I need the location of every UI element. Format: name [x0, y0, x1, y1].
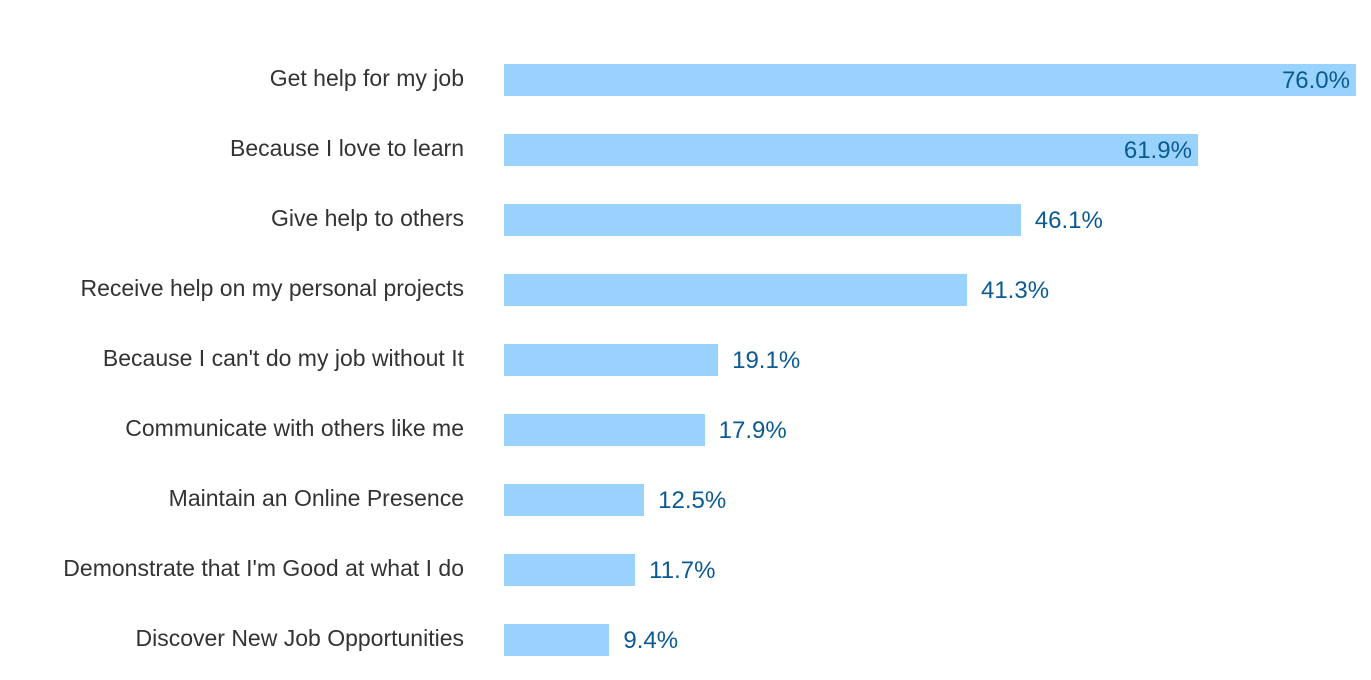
bar	[504, 624, 610, 656]
bar	[504, 344, 719, 376]
bar	[504, 134, 1198, 166]
category-label: Receive help on my personal projects	[80, 275, 464, 301]
bar	[504, 414, 705, 446]
category-label: Demonstrate that I'm Good at what I do	[63, 555, 464, 581]
value-label: 17.9%	[718, 417, 787, 444]
category-label: Communicate with others like me	[125, 415, 464, 441]
value-label: 41.3%	[980, 277, 1050, 304]
value-label: 9.4%	[623, 627, 679, 654]
bar	[504, 554, 636, 586]
category-label: Give help to others	[270, 205, 464, 231]
value-label: 12.5%	[658, 487, 727, 514]
value-label: 61.9%	[1123, 137, 1192, 164]
bar	[504, 64, 1356, 96]
bar	[504, 484, 645, 516]
value-label: 19.1%	[732, 347, 801, 374]
value-label: 76.0%	[1281, 67, 1350, 94]
category-label: Discover New Job Opportunities	[135, 625, 464, 651]
category-label: Because I can't do my job without It	[102, 345, 464, 371]
value-label: 11.7%	[649, 557, 716, 584]
category-label: Because I love to learn	[230, 135, 464, 161]
category-label: Maintain an Online Presence	[168, 485, 464, 511]
category-label: Get help for my job	[269, 65, 464, 91]
bar	[504, 204, 1021, 236]
value-label: 46.1%	[1034, 207, 1103, 234]
bar	[504, 274, 967, 306]
